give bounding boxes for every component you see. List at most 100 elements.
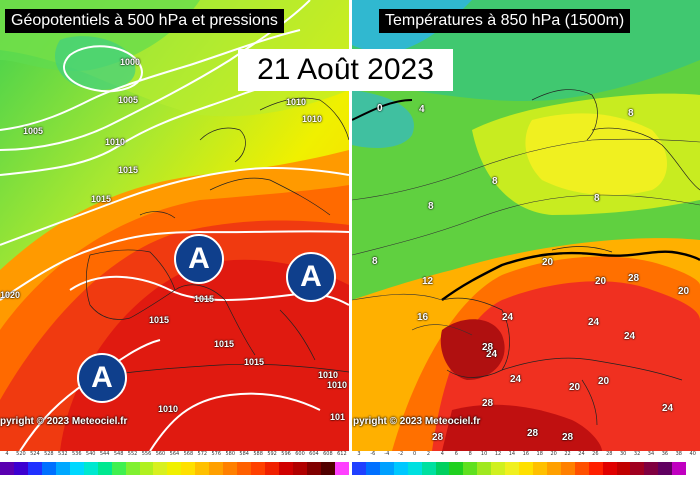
scale-swatch	[588, 462, 603, 475]
scale-tick-label: 30	[619, 451, 627, 457]
scale-swatch	[519, 462, 533, 475]
temperature-label: 24	[510, 374, 522, 385]
temperature-label: 24	[502, 312, 514, 323]
scale-tick-label: 528	[44, 451, 54, 457]
scale-swatch	[449, 462, 464, 475]
scale-bar	[352, 462, 700, 475]
scale-swatch	[574, 462, 589, 475]
scale-tick-label: 564	[169, 451, 180, 457]
scale-bar	[0, 462, 349, 475]
scale-swatch	[546, 462, 561, 475]
scale-tick-label: -6	[370, 451, 376, 457]
scale-tick-label: 576	[211, 451, 222, 457]
isobar-label: 1010	[286, 97, 307, 107]
scale-swatch	[306, 462, 321, 475]
scale-swatch	[630, 462, 645, 475]
scale-swatch	[393, 462, 408, 475]
scale-tick-label: 536	[71, 451, 82, 457]
temperature-label: 20	[598, 376, 610, 387]
scale-swatch	[352, 462, 366, 475]
temperature-label: 24	[662, 403, 674, 414]
scale-tick-label: 28	[606, 451, 613, 457]
temperature-label: 20	[569, 382, 581, 393]
scale-swatch	[602, 462, 617, 475]
geopotential-map-title: Géopotentiels à 500 hPa et pressions	[5, 9, 284, 33]
scale-tick-label: 8	[468, 451, 472, 457]
isobar-label: 1005	[118, 95, 139, 105]
high-pressure-marker: A	[77, 353, 127, 403]
scale-tick-label: 544	[99, 451, 110, 457]
temperature-label: 28	[628, 273, 640, 284]
isobar-label: 1010	[158, 404, 179, 414]
scale-swatch	[167, 462, 182, 475]
panel-divider	[349, 0, 352, 483]
scale-tick-label: 20	[550, 451, 557, 457]
copyright-text: pyright © 2023 Meteociel.fr	[0, 416, 128, 427]
temperature-label: 8	[628, 108, 634, 119]
scale-tick-label: 580	[225, 451, 235, 457]
scale-tick-label: 552	[127, 451, 138, 457]
temperature-label: 20	[542, 257, 554, 268]
scale-tick-label: 604	[309, 451, 319, 457]
scale-tick-label: 14	[508, 451, 516, 457]
temperature-label: 8	[594, 193, 600, 204]
scale-swatch	[477, 462, 492, 475]
scale-ticks: 4 520 524 528 532 536 540 544 548 552 556 560 564 568…	[0, 451, 349, 461]
scale-swatch	[139, 462, 154, 475]
scale-tick-label: 22	[564, 451, 571, 457]
scale-tick-label: -2	[398, 451, 404, 457]
isobar-label: 101	[330, 412, 346, 422]
scale-swatch	[0, 462, 14, 475]
scale-tick-label: 584	[239, 451, 249, 457]
scale-tick-label: 24	[578, 451, 585, 457]
isobar-label: 1010	[327, 380, 348, 390]
scale-swatch	[153, 462, 168, 475]
scale-tick-label: 12	[494, 451, 502, 457]
scale-swatch	[686, 462, 700, 475]
scale-tick-label: 532	[58, 451, 68, 457]
scale-tick-label: 612	[337, 451, 347, 457]
scale-tick-label: 524	[30, 451, 40, 457]
scale-tick-label: 16	[522, 451, 530, 457]
scale-swatch	[97, 462, 112, 475]
geopotential-color-scale: 4 520 524 528 532 536 540 544 548 552 556 560 564 568…	[0, 451, 349, 483]
isobar-label: 1015	[194, 294, 215, 304]
isobar-label: 1015	[214, 339, 235, 349]
isobar-label: 1010	[318, 370, 339, 380]
scale-tick-label: -4	[384, 451, 390, 457]
isobar-label: 1010	[302, 114, 323, 124]
scale-tick-label: 600	[295, 451, 305, 457]
scale-swatch	[491, 462, 506, 475]
scale-swatch	[616, 462, 631, 475]
scale-tick-label: 10	[480, 451, 488, 457]
scale-swatch	[209, 462, 224, 475]
temperature-label: 28	[527, 428, 539, 439]
scale-tick-label: 520	[16, 451, 26, 457]
copyright-text: pyright © 2023 Meteociel.fr	[353, 416, 481, 427]
scale-tick-label: 18	[536, 451, 543, 457]
temperature-label: 4	[419, 104, 425, 115]
temperature-label: 16	[417, 312, 429, 323]
scale-swatch	[69, 462, 84, 475]
scale-tick-label: 548	[113, 451, 124, 457]
scale-tick-label: 26	[592, 451, 599, 457]
scale-swatch	[379, 462, 394, 475]
temperature-label: 28	[562, 432, 574, 443]
isobar-label: 1020	[0, 290, 21, 300]
scale-swatch	[560, 462, 575, 475]
scale-swatch	[463, 462, 478, 475]
scale-swatch	[293, 462, 307, 475]
scale-swatch	[13, 462, 28, 475]
scale-swatch	[505, 462, 520, 475]
scale-swatch	[125, 462, 140, 475]
temperature-label: 12	[422, 276, 434, 287]
temperature-label: 28	[482, 342, 494, 353]
isobar-label: 1005	[23, 126, 44, 136]
scale-tick-label: 34	[647, 451, 655, 457]
scale-swatch	[320, 462, 335, 475]
scale-swatch	[195, 462, 210, 475]
scale-swatch	[251, 462, 266, 475]
temperature-label: 8	[372, 256, 378, 267]
isobar-label: 1000	[120, 57, 141, 67]
scale-swatch	[334, 462, 349, 475]
